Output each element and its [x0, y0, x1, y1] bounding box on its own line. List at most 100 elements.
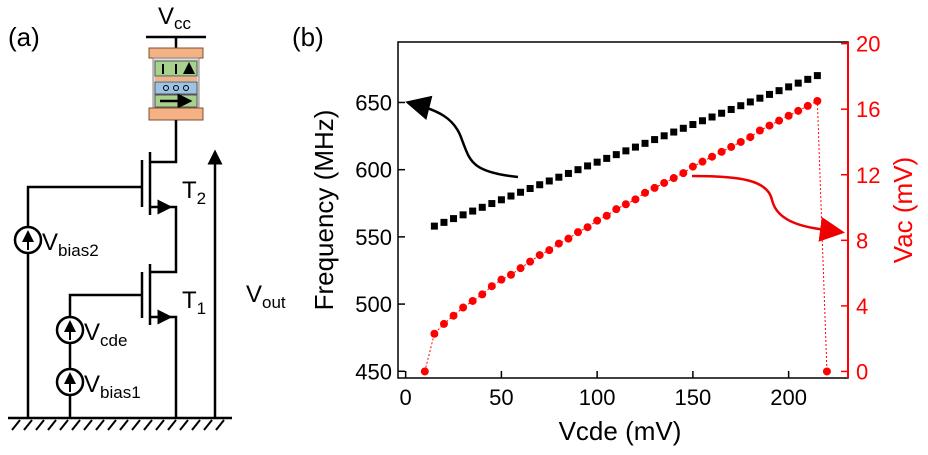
point	[765, 90, 773, 98]
circuit: (a) Vcc T2 T1 Vbias2	[8, 3, 286, 431]
t2-label: T2	[182, 177, 206, 208]
point	[698, 117, 706, 125]
x-tick-label: 0	[400, 385, 412, 410]
y-tick-label: 450	[355, 359, 392, 384]
point	[459, 211, 467, 219]
y2-tick-label: 8	[856, 228, 868, 253]
x-tick-label: 50	[489, 385, 513, 410]
point	[622, 147, 630, 155]
point	[679, 169, 688, 178]
point	[813, 97, 822, 106]
point	[621, 200, 630, 209]
point	[813, 72, 821, 80]
point	[593, 216, 602, 225]
point	[775, 116, 784, 125]
point	[698, 157, 707, 166]
point	[794, 79, 802, 87]
point	[784, 111, 793, 120]
point	[727, 142, 736, 151]
point	[651, 136, 659, 144]
point	[650, 183, 659, 192]
point	[459, 303, 468, 312]
t1-label: T1	[182, 287, 206, 318]
point	[631, 143, 639, 151]
vbias1-label: Vbias1	[84, 371, 141, 402]
point	[516, 264, 525, 273]
vbias2-label: Vbias2	[42, 229, 99, 260]
point	[430, 222, 438, 230]
point	[803, 101, 812, 110]
point	[545, 246, 554, 255]
point	[564, 234, 573, 243]
point	[708, 113, 716, 121]
point	[526, 184, 534, 192]
point	[765, 121, 774, 130]
point	[555, 173, 563, 181]
point	[497, 275, 506, 284]
y-tick-label: 500	[355, 292, 392, 317]
point	[468, 296, 477, 305]
annotation-arrow	[691, 174, 845, 242]
point	[746, 133, 755, 142]
panel-label: (b)	[292, 22, 324, 52]
series-line	[424, 100, 828, 372]
point	[526, 257, 535, 266]
y2-tick-label: 12	[856, 163, 880, 188]
annotation-arrow	[405, 95, 519, 179]
point	[430, 329, 439, 338]
point	[564, 169, 572, 177]
point	[669, 174, 678, 183]
point	[603, 154, 611, 162]
point	[688, 162, 697, 171]
point	[506, 270, 515, 279]
point	[507, 192, 515, 200]
vcc-label: Vcc	[158, 3, 192, 33]
point	[727, 105, 735, 113]
point	[593, 158, 601, 166]
point	[584, 162, 592, 170]
y-tick-label: 550	[355, 225, 392, 250]
point	[440, 218, 448, 226]
point	[583, 223, 592, 232]
point	[631, 195, 640, 204]
point	[708, 152, 717, 161]
x-axis-title: Vcde (mV)	[559, 416, 682, 446]
point	[478, 290, 487, 299]
point	[449, 311, 458, 320]
point	[469, 207, 477, 215]
x-tick-label: 150	[675, 385, 712, 410]
point	[450, 215, 458, 223]
point	[641, 139, 649, 147]
point	[775, 87, 783, 95]
y2-tick-label: 4	[856, 294, 868, 319]
y2-tick-label: 0	[856, 359, 868, 384]
panel-label: (a)	[8, 22, 40, 52]
point	[718, 109, 726, 117]
point	[574, 228, 582, 237]
point	[689, 121, 697, 129]
point	[670, 128, 678, 136]
point	[497, 196, 505, 204]
point	[439, 319, 448, 328]
point	[822, 367, 831, 376]
point	[612, 151, 620, 159]
point	[737, 102, 745, 110]
x-tick-label: 200	[770, 385, 807, 410]
y-tick-label: 600	[355, 158, 392, 183]
x-tick-label: 100	[579, 385, 616, 410]
point	[679, 124, 687, 132]
vout-label: Vout	[246, 281, 286, 312]
point	[535, 251, 544, 260]
point	[478, 203, 486, 211]
y2-axis-title: Vac (mV)	[888, 157, 918, 263]
y-tick-label: 650	[355, 90, 392, 115]
y2-tick-label: 16	[856, 97, 880, 122]
point	[420, 367, 429, 376]
point	[641, 188, 650, 197]
point	[602, 211, 611, 220]
point	[755, 126, 764, 135]
point	[536, 181, 544, 189]
point	[554, 239, 563, 248]
point	[785, 83, 793, 91]
